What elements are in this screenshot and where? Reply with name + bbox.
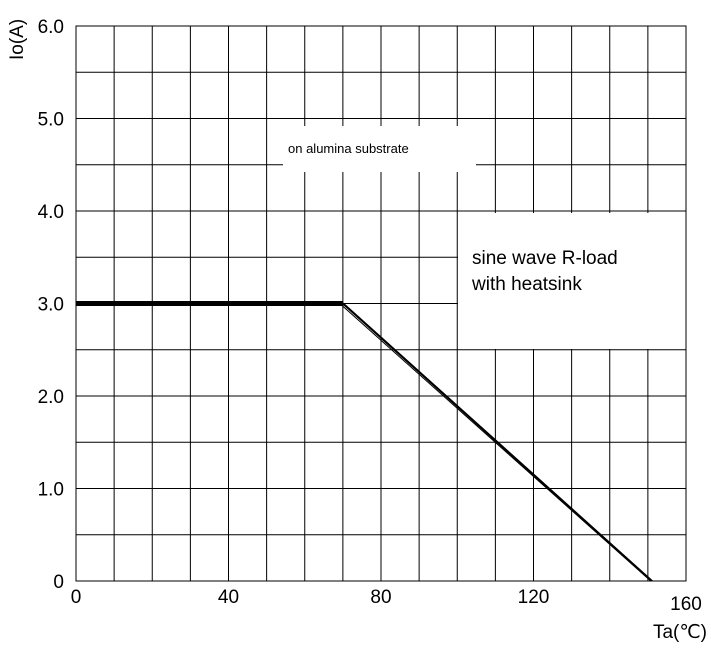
y-tick-label: 0 [53,572,64,593]
y-tick-label: 2.0 [38,387,64,408]
y-tick-label: 5.0 [38,110,64,131]
x-tick-label: 40 [218,587,239,608]
x-tick-label: 160 [670,594,702,615]
series-derating-trace [344,304,654,582]
x-tick-label: 0 [71,587,82,608]
annotation-substrate: on alumina substrate [288,141,409,156]
y-tick-label: 6.0 [38,17,64,38]
series-derating-segment [342,302,653,582]
series-derating-trace [340,304,652,582]
annotation-box-substrate [283,126,476,172]
y-tick-label: 1.0 [38,480,64,501]
y-tick-label: 3.0 [38,295,64,316]
x-tick-label: 80 [370,587,391,608]
x-tick-label: 120 [518,587,550,608]
series-layer [76,301,654,582]
annotation-load-line1: sine wave R-load [472,248,618,269]
annotation-load-line2: with heatsink [471,274,582,295]
x-axis-title: Ta(℃) [653,622,707,643]
y-tick-label: 4.0 [38,202,64,223]
annotation-box-load [458,213,686,349]
y-axis-title: Io(A) [7,19,28,60]
tick-labels: 0 1.0 2.0 3.0 4.0 5.0 6.0 0 40 80 120 160 [38,17,702,615]
